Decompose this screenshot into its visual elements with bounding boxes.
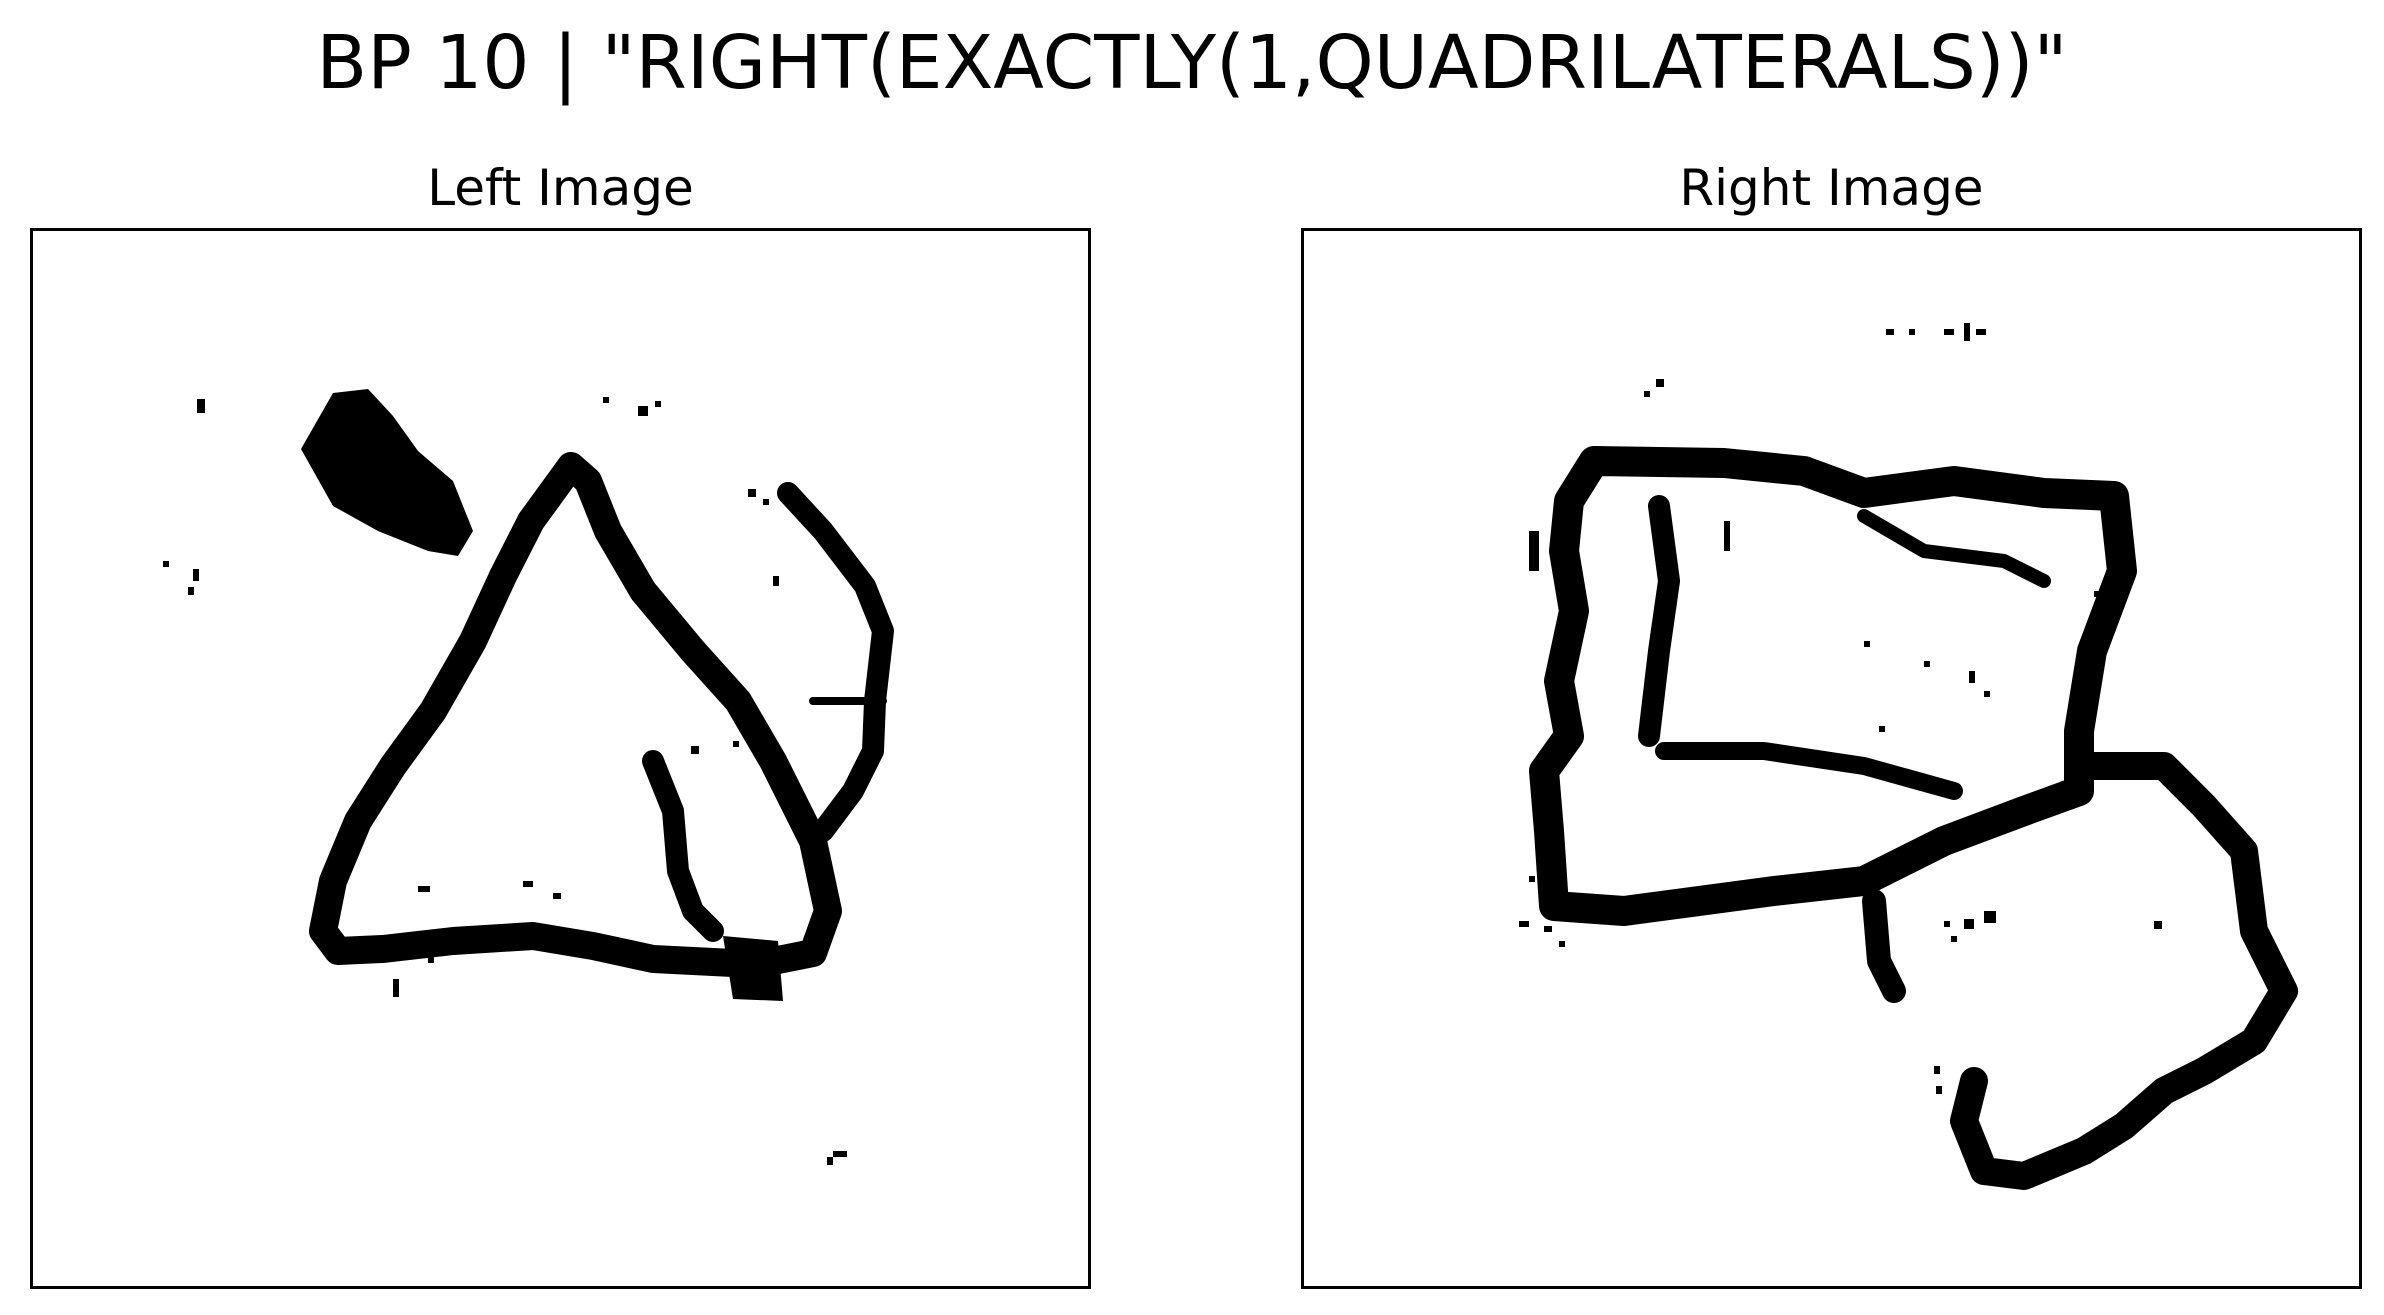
- noise-speck: [1951, 936, 1957, 942]
- noise-speck: [1944, 329, 1954, 335]
- noise-speck: [691, 746, 699, 754]
- noise-speck: [1976, 329, 1986, 335]
- noise-speck: [603, 397, 609, 403]
- noise-speck: [1559, 941, 1565, 947]
- noise-speck: [428, 951, 434, 963]
- noise-speck: [1519, 921, 1529, 927]
- noise-speck: [833, 1151, 847, 1157]
- noise-speck: [418, 886, 430, 892]
- noise-speck: [763, 499, 769, 505]
- noise-speck: [1984, 911, 1996, 923]
- noise-speck: [1644, 391, 1650, 397]
- noise-speck: [638, 406, 648, 416]
- noise-speck: [393, 979, 399, 997]
- noise-speck: [163, 561, 169, 567]
- inner-vertical: [1649, 506, 1669, 736]
- noise-speck: [1909, 329, 1915, 335]
- lower-connector: [1874, 901, 1894, 991]
- left-image-panel: [30, 228, 1091, 1289]
- noise-speck: [1656, 379, 1664, 387]
- inner-divider: [1664, 751, 1954, 791]
- noise-speck: [523, 881, 533, 887]
- figure-title: BP 10 | "RIGHT(EXACTLY(1,QUADRILATERALS)…: [0, 18, 2384, 108]
- noise-speck: [1886, 329, 1894, 335]
- noise-speck: [1969, 671, 1975, 683]
- noise-speck: [1879, 726, 1885, 732]
- ink-blob: [723, 936, 783, 1001]
- noise-speck: [1924, 661, 1930, 667]
- noise-speck: [1936, 1086, 1942, 1094]
- noise-speck: [1984, 691, 1990, 697]
- noise-speck: [1544, 926, 1552, 932]
- noise-speck: [1864, 641, 1870, 647]
- noise-speck: [733, 741, 739, 747]
- triangle-outline: [323, 466, 828, 963]
- quadrilateral-outline: [1544, 461, 2122, 911]
- noise-speck: [197, 399, 205, 413]
- left-image-canvas: [33, 231, 1088, 1286]
- noise-speck: [1724, 521, 1730, 551]
- noise-speck: [1944, 921, 1950, 927]
- ink-blob: [301, 389, 473, 556]
- noise-speck: [655, 401, 661, 407]
- noise-speck: [2084, 661, 2094, 667]
- noise-speck: [748, 489, 756, 497]
- noise-speck: [1964, 323, 1970, 341]
- noise-speck: [1934, 1066, 1940, 1074]
- right-panel-title: Right Image: [1301, 158, 2362, 218]
- noise-speck: [1964, 919, 1974, 929]
- noise-speck: [193, 569, 199, 581]
- noise-speck: [827, 1157, 833, 1165]
- noise-speck: [1529, 531, 1539, 571]
- inner-stroke: [653, 761, 713, 931]
- noise-speck: [553, 893, 561, 899]
- left-panel-title: Left Image: [30, 158, 1091, 218]
- noise-speck: [1529, 876, 1535, 882]
- right-outline: [788, 493, 883, 831]
- noise-speck: [2154, 921, 2162, 929]
- right-image-panel: [1301, 228, 2362, 1289]
- inner-diagonal: [1864, 516, 2044, 581]
- noise-speck: [773, 576, 779, 586]
- right-image-canvas: [1304, 231, 2359, 1286]
- noise-speck: [188, 587, 194, 595]
- noise-speck: [2094, 591, 2102, 597]
- noise-speck: [708, 671, 714, 681]
